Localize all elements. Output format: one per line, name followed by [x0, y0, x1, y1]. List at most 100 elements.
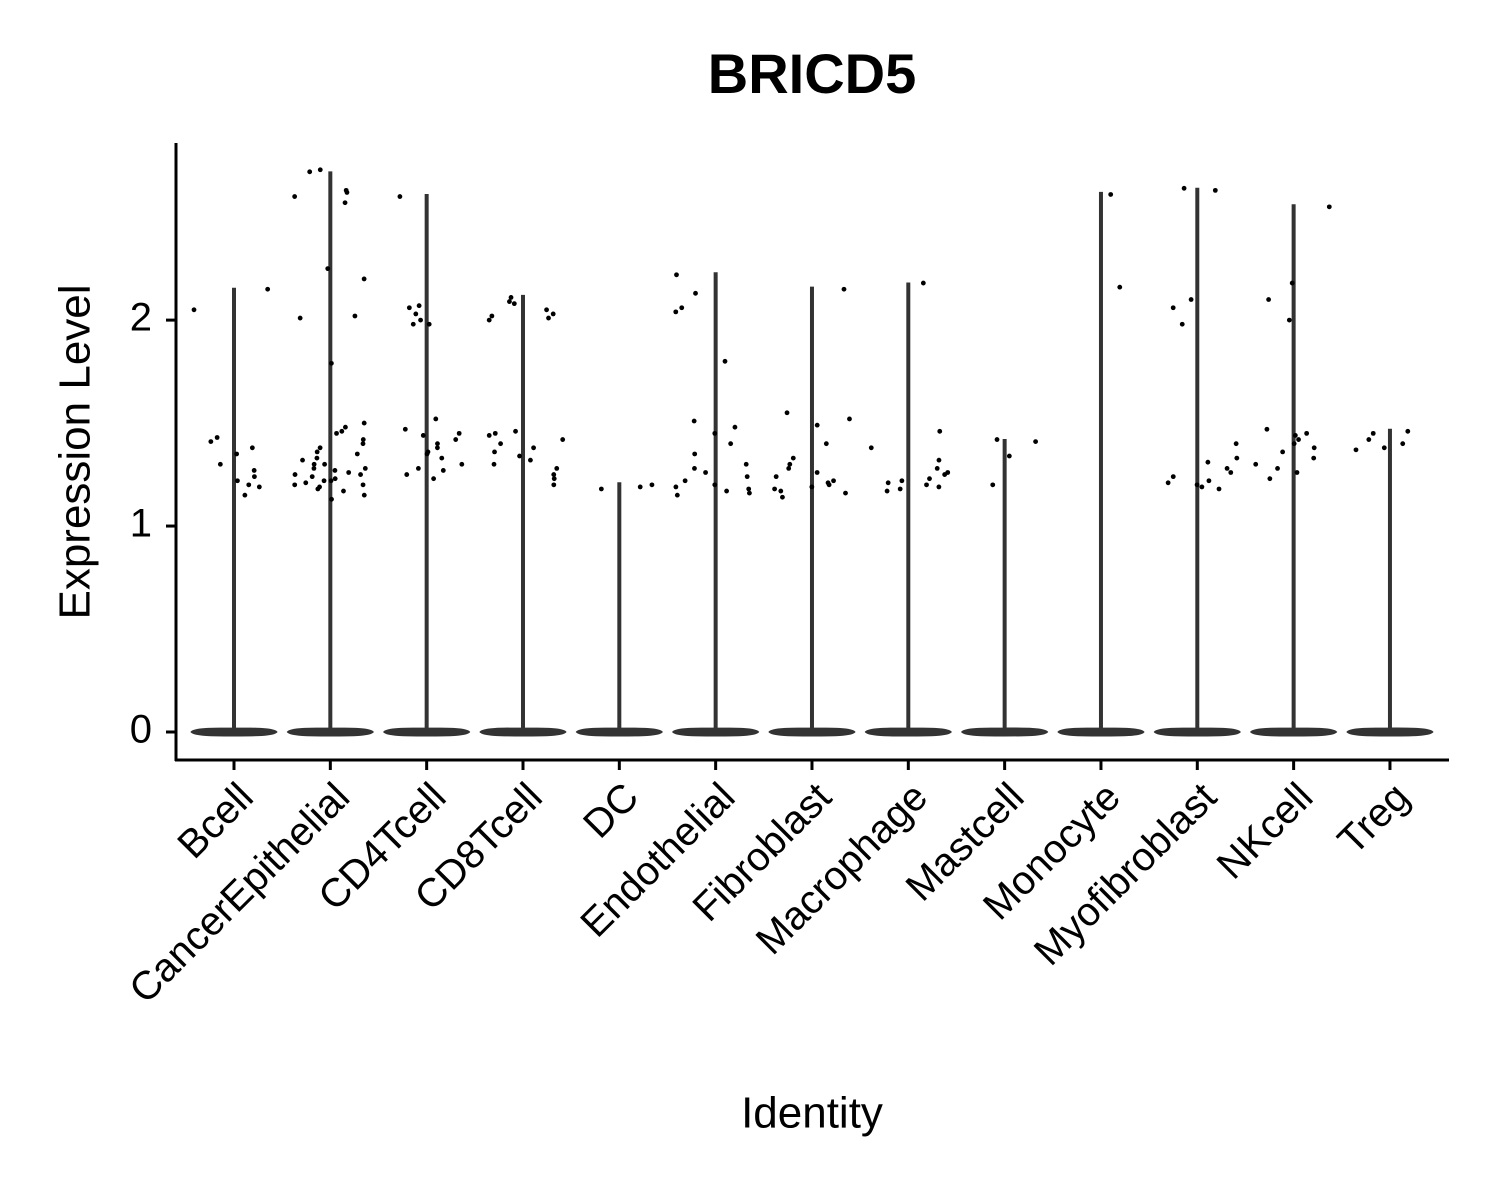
point [1212, 187, 1218, 193]
point [235, 478, 240, 484]
point [1292, 433, 1298, 438]
point [1170, 474, 1176, 480]
point [920, 280, 926, 286]
point [508, 295, 514, 300]
point [1006, 453, 1012, 459]
point [679, 305, 685, 311]
x-axis-label: Identity [741, 1089, 883, 1138]
point [456, 430, 462, 436]
point [784, 410, 790, 416]
point [406, 305, 412, 311]
violin [768, 286, 856, 737]
point [292, 482, 298, 488]
point [1400, 441, 1406, 447]
point [1405, 428, 1411, 434]
point [814, 422, 820, 428]
point [673, 484, 679, 490]
point [234, 451, 240, 457]
point [354, 451, 360, 457]
point [339, 428, 345, 434]
point [924, 482, 929, 488]
point [328, 478, 334, 484]
point [747, 490, 752, 496]
point [498, 441, 503, 447]
point [252, 474, 257, 480]
point [435, 445, 440, 451]
point [550, 311, 556, 317]
point [242, 492, 248, 498]
point [544, 307, 549, 313]
point [292, 472, 298, 477]
point [1294, 470, 1300, 475]
point [486, 317, 492, 323]
point [256, 484, 262, 490]
point [311, 461, 317, 467]
point [823, 441, 829, 447]
point [712, 482, 718, 488]
point [249, 445, 255, 451]
point [1181, 185, 1187, 191]
point [317, 167, 323, 173]
point [404, 472, 410, 477]
point [413, 311, 419, 317]
point [410, 321, 416, 327]
point [649, 482, 655, 488]
point [772, 486, 777, 492]
point [1275, 465, 1280, 471]
point [1117, 284, 1123, 290]
point [360, 441, 366, 447]
point [712, 430, 718, 436]
point [346, 470, 352, 475]
point [743, 461, 749, 467]
point [362, 465, 368, 471]
y-tick-label: 1 [130, 502, 152, 546]
point [899, 478, 905, 484]
point [491, 461, 497, 467]
point [1179, 321, 1185, 327]
point [492, 449, 497, 455]
violin [1250, 204, 1338, 737]
point [1253, 461, 1259, 467]
point [265, 286, 271, 292]
point [841, 286, 847, 292]
point [307, 169, 313, 175]
point [435, 441, 440, 447]
point [692, 451, 698, 457]
point [343, 424, 348, 430]
point [560, 437, 566, 442]
violin [672, 272, 760, 737]
point [424, 451, 430, 457]
point [1216, 486, 1222, 492]
point [459, 461, 465, 467]
point [1206, 478, 1212, 484]
violin [383, 193, 471, 737]
point [551, 482, 557, 488]
point [439, 455, 445, 461]
point [317, 445, 323, 451]
point [531, 445, 536, 451]
point [332, 468, 338, 473]
point [433, 416, 439, 422]
point [732, 424, 738, 430]
point [1170, 305, 1176, 311]
point [1291, 441, 1297, 447]
point [847, 416, 852, 422]
point [358, 472, 363, 477]
point [1296, 437, 1301, 442]
point [251, 468, 257, 473]
point [1267, 476, 1273, 482]
point [809, 484, 815, 490]
point [1366, 437, 1372, 442]
point [361, 276, 367, 282]
point [309, 474, 315, 480]
point [1165, 480, 1171, 486]
violin [286, 171, 374, 737]
point [214, 435, 220, 440]
point [431, 476, 437, 482]
point [343, 187, 349, 193]
point [440, 468, 446, 473]
point [334, 430, 339, 436]
point [489, 313, 495, 319]
point [885, 480, 891, 486]
point [884, 488, 890, 494]
